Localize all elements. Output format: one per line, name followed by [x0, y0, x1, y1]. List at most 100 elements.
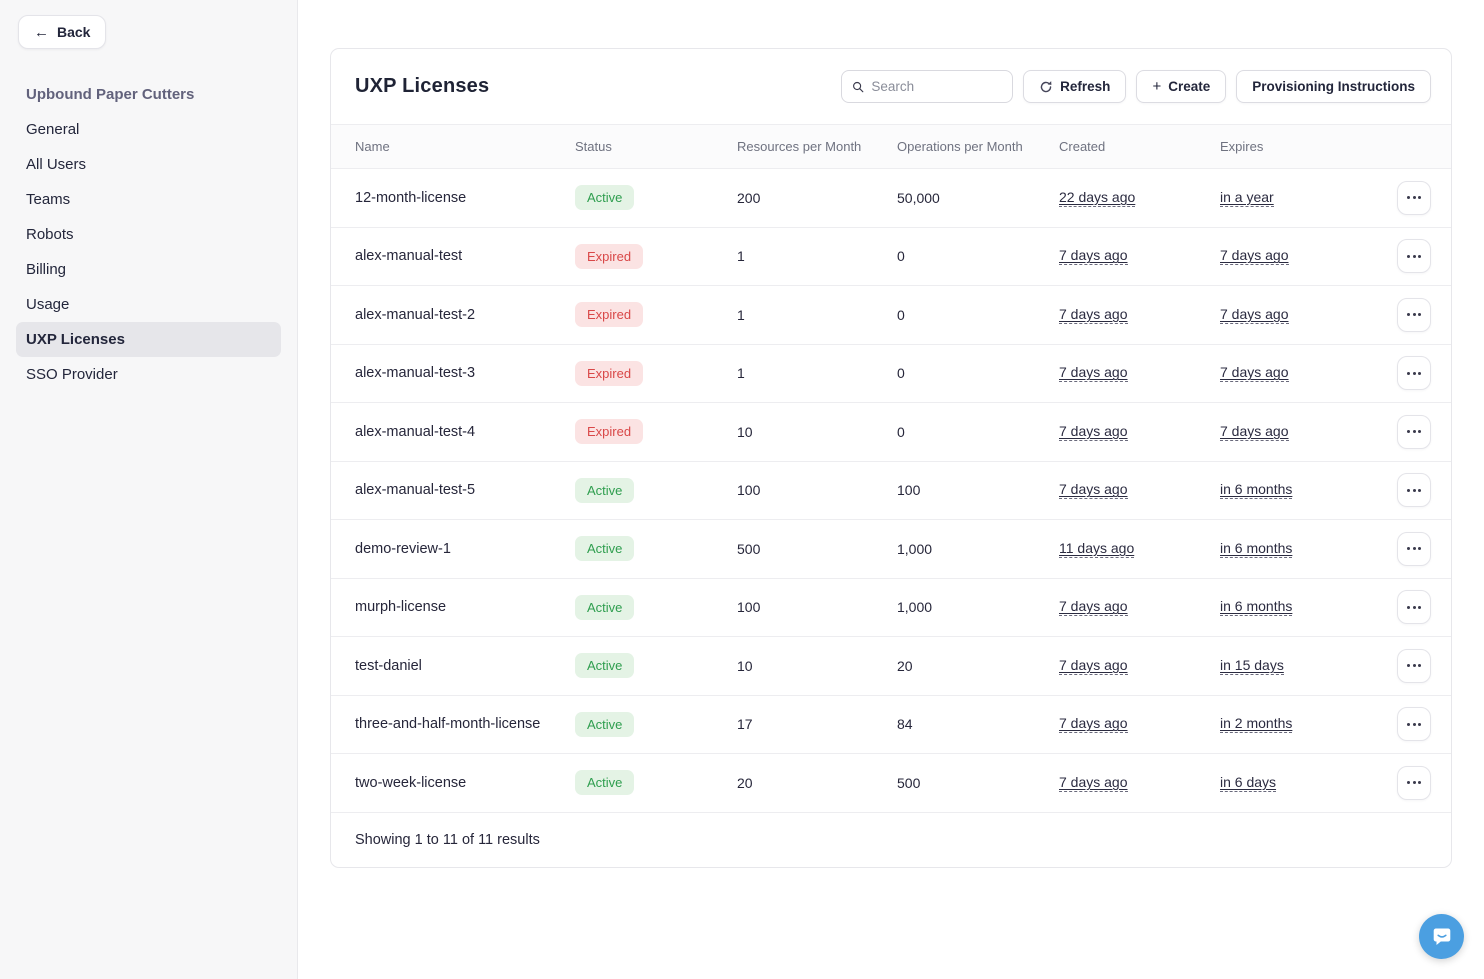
resources-per-month: 100	[737, 599, 761, 616]
created-time[interactable]: 7 days ago	[1059, 481, 1128, 500]
row-actions-button[interactable]	[1397, 239, 1431, 274]
row-actions-button[interactable]	[1397, 531, 1431, 566]
table-row: two-week-license Active 20 500 7 days ag…	[331, 753, 1451, 812]
provisioning-instructions-button[interactable]: Provisioning Instructions	[1236, 70, 1431, 103]
ellipsis-icon	[1407, 371, 1421, 375]
create-button[interactable]: + Create	[1136, 70, 1227, 103]
resources-per-month: 1	[737, 365, 745, 382]
table-row: 12-month-license Active 200 50,000 22 da…	[331, 168, 1451, 227]
operations-per-month: 1,000	[897, 540, 933, 557]
sidebar: ← Back Upbound Paper Cutters General All…	[0, 0, 298, 979]
row-actions-button[interactable]	[1397, 297, 1431, 332]
sidebar-item-teams[interactable]: Teams	[26, 191, 71, 208]
created-time[interactable]: 7 days ago	[1059, 305, 1128, 324]
expires-time[interactable]: 7 days ago	[1220, 364, 1289, 383]
table-header: Name Status Resources per Month Operatio…	[331, 124, 1451, 168]
created-time[interactable]: 7 days ago	[1059, 773, 1128, 792]
ellipsis-icon	[1407, 254, 1421, 258]
column-header-operations: Operations per Month	[897, 139, 1023, 154]
refresh-icon	[1040, 80, 1052, 92]
created-time[interactable]: 7 days ago	[1059, 598, 1128, 617]
resources-per-month: 1	[737, 248, 745, 265]
license-name: alex-manual-test-4	[355, 423, 476, 440]
sidebar-item-billing[interactable]: Billing	[26, 261, 67, 278]
table-row: demo-review-1 Active 500 1,000 11 days a…	[331, 519, 1451, 578]
status-badge: Active	[575, 594, 635, 620]
sidebar-item-all-users[interactable]: All Users	[26, 156, 87, 173]
row-actions-button[interactable]	[1397, 180, 1431, 215]
table-body: 12-month-license Active 200 50,000 22 da…	[331, 168, 1451, 812]
resources-per-month: 100	[737, 482, 761, 499]
ellipsis-icon	[1407, 196, 1421, 200]
ellipsis-icon	[1407, 722, 1421, 726]
created-time[interactable]: 7 days ago	[1059, 422, 1128, 441]
sidebar-item-uxp-licenses[interactable]: UXP Licenses	[16, 322, 281, 357]
status-badge: Active	[575, 653, 635, 679]
sidebar-item-general[interactable]: General	[26, 121, 80, 138]
operations-per-month: 1,000	[897, 599, 933, 616]
created-time[interactable]: 7 days ago	[1059, 247, 1128, 266]
sidebar-item-sso-provider[interactable]: SSO Provider	[26, 366, 118, 383]
row-actions-button[interactable]	[1397, 590, 1431, 625]
license-name: 12-month-license	[355, 189, 467, 206]
created-time[interactable]: 11 days ago	[1059, 539, 1135, 558]
sidebar-item-robots[interactable]: Robots	[26, 226, 74, 243]
sidebar-item-usage[interactable]: Usage	[26, 296, 70, 313]
expires-time[interactable]: 7 days ago	[1220, 422, 1289, 441]
table-row: alex-manual-test-3 Expired 1 0 7 days ag…	[331, 343, 1451, 402]
row-actions-button[interactable]	[1397, 648, 1431, 683]
created-time[interactable]: 22 days ago	[1059, 188, 1136, 207]
license-name: test-daniel	[355, 657, 422, 674]
create-label: Create	[1168, 79, 1211, 94]
expires-time[interactable]: 7 days ago	[1220, 305, 1289, 324]
search-input[interactable]	[871, 79, 1003, 94]
table-row: alex-manual-test-4 Expired 10 0 7 days a…	[331, 402, 1451, 461]
row-actions-button[interactable]	[1397, 414, 1431, 449]
sidebar-items: General All Users Teams Robots Billing U…	[0, 112, 297, 392]
operations-per-month: 500	[897, 774, 921, 791]
license-name: two-week-license	[355, 774, 467, 791]
org-name: Upbound Paper Cutters	[26, 86, 195, 103]
table-row: alex-manual-test Expired 1 0 7 days ago …	[331, 226, 1451, 285]
created-time[interactable]: 7 days ago	[1059, 715, 1128, 734]
expires-time[interactable]: in 6 months	[1220, 598, 1293, 617]
expires-time[interactable]: in 6 days	[1220, 773, 1277, 792]
resources-per-month: 10	[737, 657, 753, 674]
created-time[interactable]: 7 days ago	[1059, 656, 1128, 675]
created-time[interactable]: 7 days ago	[1059, 364, 1128, 383]
expires-time[interactable]: in 15 days	[1220, 656, 1284, 675]
status-badge: Expired	[575, 243, 644, 269]
expires-time[interactable]: in 2 months	[1220, 715, 1293, 734]
card-header: UXP Licenses Refresh	[331, 49, 1451, 124]
refresh-button[interactable]: Refresh	[1023, 70, 1127, 103]
column-header-status: Status	[575, 139, 612, 154]
expires-time[interactable]: in a year	[1220, 188, 1274, 207]
row-actions-button[interactable]	[1397, 356, 1431, 391]
ellipsis-icon	[1407, 313, 1421, 317]
column-header-name: Name	[355, 139, 390, 154]
chat-launcher-button[interactable]	[1419, 914, 1464, 959]
license-name: alex-manual-test-5	[355, 482, 476, 499]
provisioning-label: Provisioning Instructions	[1252, 79, 1415, 94]
ellipsis-icon	[1407, 430, 1421, 434]
expires-time[interactable]: in 6 months	[1220, 481, 1293, 500]
status-badge: Active	[575, 477, 635, 503]
license-name: three-and-half-month-license	[355, 716, 541, 733]
row-actions-button[interactable]	[1397, 473, 1431, 508]
plus-icon: +	[1152, 78, 1162, 95]
row-actions-button[interactable]	[1397, 765, 1431, 800]
licenses-card: UXP Licenses Refresh	[330, 48, 1452, 868]
search-icon	[853, 81, 864, 92]
resources-per-month: 200	[737, 189, 761, 206]
back-button[interactable]: ← Back	[18, 15, 107, 49]
refresh-label: Refresh	[1060, 79, 1111, 94]
expires-time[interactable]: 7 days ago	[1220, 247, 1289, 266]
expires-time[interactable]: in 6 months	[1220, 539, 1293, 558]
row-actions-button[interactable]	[1397, 707, 1431, 742]
chat-bubble-icon	[1433, 928, 1450, 945]
column-header-resources: Resources per Month	[737, 139, 862, 154]
search-box[interactable]	[841, 70, 1014, 103]
operations-per-month: 0	[897, 365, 905, 382]
status-badge: Expired	[575, 419, 644, 445]
ellipsis-icon	[1407, 547, 1421, 551]
